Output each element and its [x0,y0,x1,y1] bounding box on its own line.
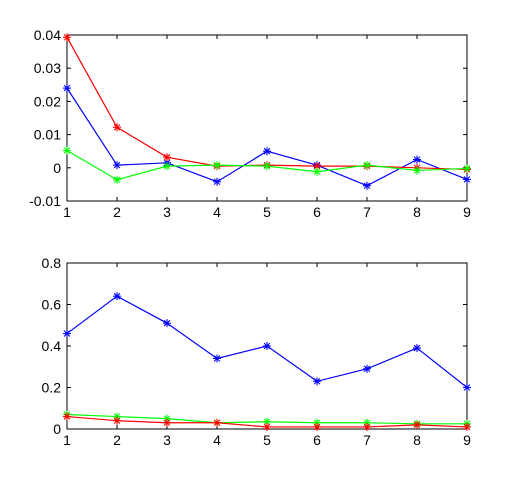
data-point [113,161,121,170]
data-point [63,412,71,421]
data-point [213,418,221,427]
x-tick-label: 3 [163,204,171,220]
x-tick-label: 7 [363,432,371,448]
y-tick-label: 0.04 [34,27,61,43]
x-tick-label: 6 [313,432,321,448]
x-tick-label: 1 [63,204,71,220]
data-point [113,292,121,301]
data-point [163,418,171,427]
y-tick-label: 0.02 [34,93,61,109]
x-tick-label: 8 [413,204,421,220]
x-tick-label: 5 [263,204,271,220]
x-tick-label: 9 [463,204,471,220]
x-tick-label: 2 [113,204,121,220]
data-point [313,422,321,431]
data-point [463,175,471,184]
x-tick-label: 2 [113,432,121,448]
x-tick-label: 8 [413,432,421,448]
data-point [413,166,421,175]
data-point [313,167,321,176]
data-point [113,416,121,425]
data-point [213,177,221,186]
data-point [363,364,371,373]
x-tick-label: 4 [213,432,221,448]
y-tick-label: -0.01 [29,193,61,209]
data-point [63,146,71,155]
data-point [263,342,271,350]
y-tick-label: 0.2 [42,380,62,396]
data-point [463,164,471,173]
data-point [463,383,471,392]
data-point [313,377,321,386]
data-point [363,422,371,431]
data-point [363,161,371,170]
data-point [213,354,221,363]
data-point [63,329,71,338]
data-point [113,175,121,184]
data-point [263,422,271,431]
x-tick-label: 7 [363,204,371,220]
data-point [413,420,421,429]
y-tick-label: 0.6 [42,297,62,313]
y-tick-label: 0 [53,421,61,437]
data-point [263,162,271,171]
x-tick-label: 5 [263,432,271,448]
data-point [63,84,71,93]
data-point [213,161,221,170]
data-point [413,155,421,164]
data-point [463,422,471,431]
data-point [163,162,171,171]
chart-bottom: 1 2 3 4 5 6 7 8 9 0 0.2 0.4 0.6 0.8 [42,255,472,448]
y-tick-label: 0.01 [34,127,61,143]
data-point [163,319,171,328]
data-point [413,344,421,353]
chart-top: 1 2 3 4 5 6 7 8 9 -0.01 0 0.01 0.02 0.03 0.04 [29,27,471,220]
data-point [263,147,271,156]
axes-box [66,34,468,202]
x-tick-label: 6 [313,204,321,220]
y-tick-label: 0.03 [34,60,61,76]
y-tick-label: 0.4 [42,338,62,354]
x-tick-label: 1 [63,432,71,448]
y-tick-label: 0 [53,160,61,176]
x-tick-label: 9 [463,432,471,448]
x-tick-label: 4 [213,204,221,220]
data-point [63,33,71,42]
data-point [363,181,371,190]
y-tick-label: 0.8 [42,255,62,271]
data-point [113,123,121,132]
data-point [163,153,171,162]
x-tick-label: 3 [163,432,171,448]
